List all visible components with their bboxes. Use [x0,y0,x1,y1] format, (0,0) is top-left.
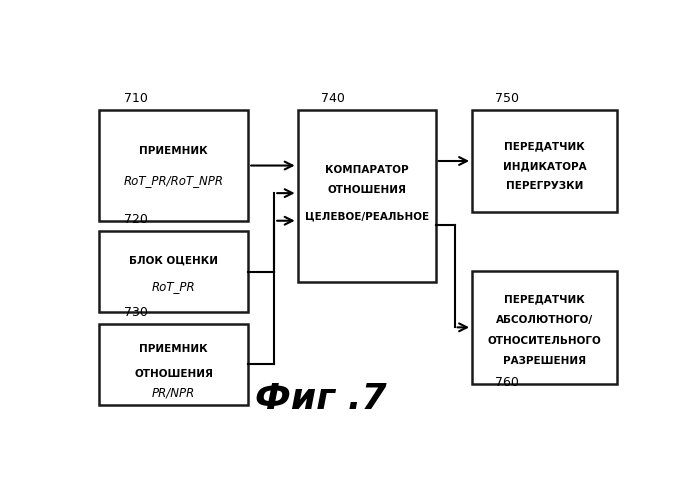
Text: ОТНОШЕНИЯ: ОТНОШЕНИЯ [327,185,406,195]
Text: ЦЕЛЕВОЕ/РЕАЛЬНОЕ: ЦЕЛЕВОЕ/РЕАЛЬНОЕ [305,212,428,222]
Text: РАЗРЕШЕНИЯ: РАЗРЕШЕНИЯ [503,356,586,366]
FancyBboxPatch shape [99,231,248,312]
Text: RoT_PR: RoT_PR [152,280,196,293]
Text: ОТНОСИТЕЛЬНОГО: ОТНОСИТЕЛЬНОГО [488,335,601,346]
Text: PR/NPR: PR/NPR [152,386,196,399]
Text: 760: 760 [495,376,519,388]
Text: ОТНОШЕНИЯ: ОТНОШЕНИЯ [134,369,213,379]
FancyBboxPatch shape [472,271,617,384]
Text: 730: 730 [124,306,148,319]
Text: ПРИЕМНИК: ПРИЕМНИК [140,146,208,156]
Text: 710: 710 [124,92,148,105]
FancyBboxPatch shape [99,324,248,405]
FancyBboxPatch shape [99,110,248,221]
Text: 720: 720 [124,213,148,226]
FancyBboxPatch shape [472,110,617,212]
FancyBboxPatch shape [298,110,435,282]
Text: ПЕРЕДАТЧИК: ПЕРЕДАТЧИК [504,141,585,151]
Text: БЛОК ОЦЕНКИ: БЛОК ОЦЕНКИ [129,255,218,265]
Text: 740: 740 [322,92,345,105]
Text: АБСОЛЮТНОГО/: АБСОЛЮТНОГО/ [496,315,593,325]
Text: КОМПАРАТОР: КОМПАРАТОР [325,164,408,174]
Text: ИНДИКАТОРА: ИНДИКАТОРА [503,162,586,172]
Text: ПЕРЕДАТЧИК: ПЕРЕДАТЧИК [504,294,585,304]
Text: ПРИЕМНИК: ПРИЕМНИК [140,344,208,354]
Text: ПЕРЕГРУЗКИ: ПЕРЕГРУЗКИ [506,181,583,191]
Text: Фиг .7: Фиг .7 [254,382,386,416]
Text: RoT_PR/RoT_NPR: RoT_PR/RoT_NPR [124,174,224,188]
Text: 750: 750 [495,92,519,105]
